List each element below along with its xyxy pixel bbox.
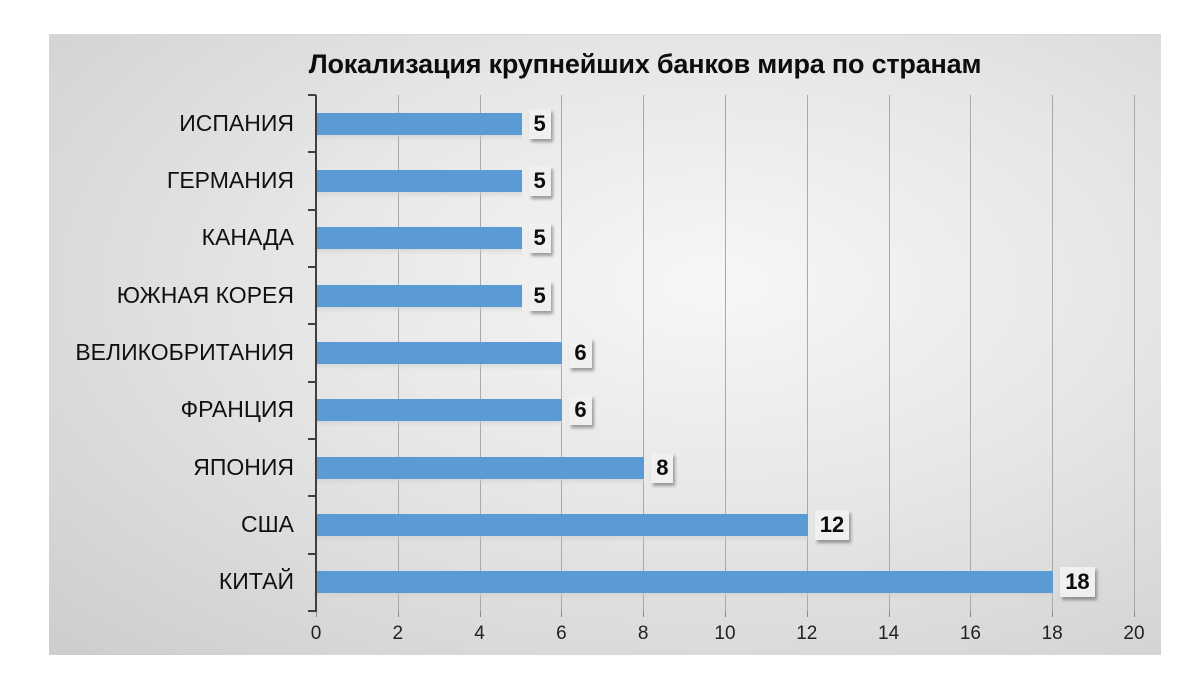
x-tick	[888, 611, 890, 617]
bar	[317, 571, 1054, 594]
y-tick	[308, 610, 316, 612]
bar-shadow	[317, 192, 522, 198]
y-tick	[308, 438, 316, 440]
y-axis	[315, 95, 317, 612]
bar-shadow	[317, 249, 522, 256]
bar-shadow	[317, 364, 563, 370]
plot-area: 0 2 4 6 8 10 12 14 16 18 20 ИСПАНИЯ 5 ГЕРМАНИЯ 5 КАНАДА…	[49, 35, 1161, 655]
x-tick	[316, 611, 317, 617]
gridline	[725, 95, 726, 611]
bar-shadow	[317, 421, 563, 428]
y-tick	[308, 208, 316, 211]
value-label: 5	[528, 166, 551, 196]
category-label: КАНАДА	[201, 224, 294, 251]
x-tick	[806, 611, 808, 617]
value-label: 6	[569, 395, 592, 426]
bar	[317, 112, 522, 135]
value-label: 6	[569, 338, 592, 368]
bar	[317, 399, 563, 422]
bar-shadow	[317, 134, 522, 141]
gridline	[1134, 95, 1135, 611]
x-tick-label: 4	[474, 623, 485, 644]
x-tick-label: 20	[1123, 623, 1145, 644]
category-label: ИСПАНИЯ	[179, 109, 294, 136]
bar	[317, 170, 522, 192]
category-label: ФРАНЦИЯ	[180, 396, 294, 423]
gridline	[970, 95, 972, 611]
y-tick	[308, 151, 316, 154]
value-label: 5	[528, 108, 551, 139]
gridline	[1052, 95, 1054, 611]
bar	[317, 456, 645, 479]
gridline	[643, 95, 645, 611]
bar	[317, 514, 808, 536]
y-tick	[308, 94, 316, 96]
x-tick-label: 14	[878, 623, 900, 644]
bar	[317, 342, 563, 364]
value-label: 12	[814, 510, 850, 540]
category-label: ВЕЛИКОБРИТАНИЯ	[75, 339, 294, 365]
value-label: 5	[528, 280, 551, 311]
bar	[317, 284, 522, 307]
bar-shadow	[317, 593, 1054, 600]
x-tick-label: 6	[556, 623, 567, 644]
category-label: КИТАЙ	[218, 568, 294, 595]
category-label: ЯПОНИЯ	[193, 453, 294, 480]
x-tick-label: 0	[310, 623, 322, 644]
category-label: США	[240, 511, 294, 537]
value-label: 8	[651, 452, 674, 483]
x-tick	[1134, 611, 1135, 617]
x-tick-label: 18	[1041, 623, 1063, 644]
x-tick	[643, 611, 645, 617]
y-tick	[308, 552, 316, 555]
x-tick-label: 2	[392, 623, 404, 644]
y-tick	[308, 323, 316, 326]
y-tick	[308, 495, 316, 498]
x-tick	[970, 611, 972, 617]
bar-shadow	[317, 306, 522, 313]
x-tick-label: 16	[959, 623, 981, 644]
gridline	[888, 95, 890, 611]
y-tick	[308, 266, 316, 268]
bar-shadow	[317, 536, 808, 542]
x-tick-label: 12	[796, 623, 818, 644]
value-label: 18	[1060, 567, 1095, 598]
category-label: ГЕРМАНИЯ	[166, 167, 294, 193]
x-tick	[725, 611, 726, 617]
x-tick-label: 8	[637, 623, 649, 644]
bar-shadow	[317, 478, 645, 485]
category-label: ЮЖНАЯ КОРЕЯ	[116, 281, 294, 308]
y-tick	[308, 380, 316, 383]
x-tick	[561, 611, 563, 617]
x-tick	[397, 611, 399, 617]
value-label: 5	[528, 223, 551, 254]
chart-title: Локализация крупнейших банков мира по ст…	[308, 49, 982, 79]
bar	[317, 227, 522, 250]
x-tick	[479, 611, 481, 617]
gridline	[806, 95, 808, 611]
x-tick-label: 10	[714, 623, 736, 644]
chart-panel: Локализация крупнейших банков мира по ст…	[49, 34, 1161, 655]
x-tick	[1052, 611, 1054, 617]
